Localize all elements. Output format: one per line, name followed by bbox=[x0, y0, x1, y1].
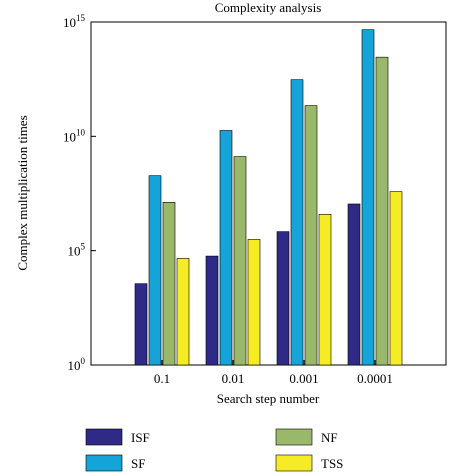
bar-tss-0.0001 bbox=[390, 192, 402, 365]
x-tick-label: 0.01 bbox=[222, 371, 245, 386]
bars bbox=[135, 30, 402, 365]
chart-title: Complexity analysis bbox=[215, 0, 322, 15]
x-tick-label: 0.0001 bbox=[357, 371, 393, 386]
bar-sf-0.0001 bbox=[362, 30, 374, 365]
legend-label-nf: NF bbox=[321, 430, 338, 445]
x-axis-label: Search step number bbox=[217, 391, 320, 406]
bar-isf-0.001 bbox=[277, 232, 289, 365]
legend-label-isf: ISF bbox=[131, 430, 150, 445]
legend: ISF NF SF TSS bbox=[86, 429, 343, 471]
legend-swatch-nf bbox=[276, 429, 312, 445]
bar-sf-0.1 bbox=[149, 176, 161, 365]
x-tick-label: 0.001 bbox=[289, 371, 318, 386]
y-tick-label: 100 bbox=[68, 356, 86, 373]
x-tick-label: 0.1 bbox=[154, 371, 170, 386]
legend-swatch-tss bbox=[276, 455, 312, 471]
bar-nf-0.1 bbox=[163, 202, 175, 365]
legend-label-tss: TSS bbox=[321, 456, 343, 471]
bar-tss-0.1 bbox=[177, 258, 189, 365]
y-axis-label: Complex multiplication times bbox=[15, 115, 30, 270]
bar-nf-0.01 bbox=[234, 157, 246, 365]
bar-nf-0.0001 bbox=[376, 57, 388, 365]
y-tick-label: 105 bbox=[68, 242, 86, 259]
bar-sf-0.001 bbox=[291, 80, 303, 365]
bar-sf-0.01 bbox=[220, 130, 232, 365]
bar-tss-0.001 bbox=[319, 214, 331, 365]
bar-isf-0.01 bbox=[206, 256, 218, 365]
y-tick-label: 1015 bbox=[63, 13, 86, 30]
bar-nf-0.001 bbox=[305, 106, 317, 365]
bar-tss-0.01 bbox=[248, 239, 260, 365]
bar-isf-0.0001 bbox=[348, 204, 360, 365]
legend-label-sf: SF bbox=[131, 456, 145, 471]
y-tick-label: 1010 bbox=[63, 127, 86, 144]
legend-swatch-isf bbox=[86, 429, 122, 445]
legend-swatch-sf bbox=[86, 455, 122, 471]
bar-isf-0.1 bbox=[135, 284, 147, 365]
